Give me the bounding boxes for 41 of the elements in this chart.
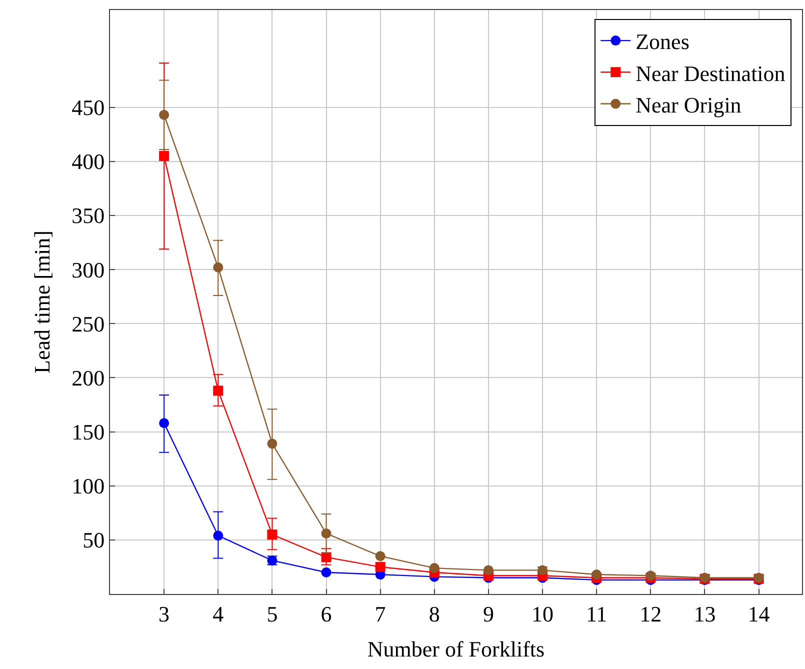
point [267, 530, 278, 540]
y-tick-label: 150 [72, 419, 105, 444]
point [213, 262, 224, 272]
x-tick-label: 11 [586, 601, 608, 626]
x-tick-label: 12 [640, 601, 662, 626]
point [375, 562, 386, 572]
y-tick-label: 450 [72, 95, 105, 120]
point [159, 418, 170, 428]
y-tick-label: 200 [72, 365, 105, 390]
x-tick-label: 6 [320, 601, 332, 626]
x-tick-label: 7 [374, 601, 386, 626]
y-tick-label: 300 [72, 257, 105, 282]
x-tick-label: 10 [532, 601, 554, 626]
legend-label: Zones [636, 29, 690, 54]
point [483, 565, 494, 576]
point [213, 386, 224, 396]
point [159, 151, 170, 161]
y-tick-label: 100 [72, 474, 105, 499]
x-tick-label: 3 [158, 601, 170, 626]
x-tick-label: 4 [212, 601, 224, 626]
x-tick-label: 5 [266, 601, 278, 626]
point [429, 563, 440, 574]
point [592, 570, 602, 580]
point [321, 567, 332, 578]
legend-label: Near Destination [636, 60, 786, 86]
x-tick-label: 14 [748, 601, 770, 626]
point [321, 528, 332, 538]
y-tick-label: 350 [72, 203, 105, 228]
legend-label: Near Origin [636, 92, 742, 118]
point [267, 438, 278, 449]
point [159, 110, 170, 120]
x-axis-title: Number of Forklifts [367, 636, 545, 662]
y-tick-label: 400 [72, 149, 105, 174]
x-tick-label: 9 [482, 601, 494, 626]
point [375, 551, 386, 562]
point [213, 530, 224, 541]
y-axis-title: Lead time [min] [29, 230, 54, 374]
x-tick-label: 8 [428, 601, 440, 626]
y-tick-label: 250 [72, 311, 105, 336]
x-tick-label: 13 [694, 601, 716, 626]
y-tick-label: 50 [82, 528, 105, 553]
